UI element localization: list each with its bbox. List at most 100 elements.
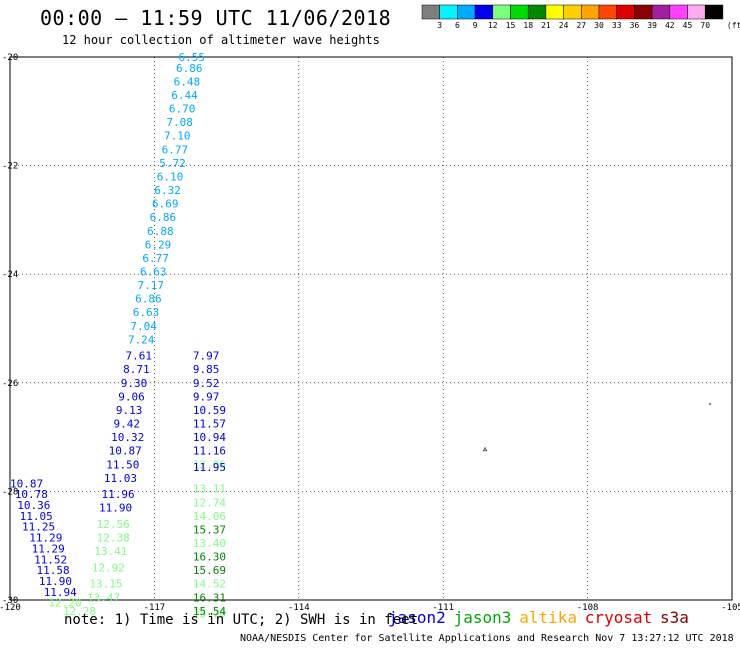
pass-time-label: 0225	[0, 0, 31, 4]
data-point-label: 10.32	[111, 431, 144, 444]
colorbar-swatch	[439, 4, 458, 20]
colorbar-level-label: 18	[523, 21, 533, 30]
data-point-label: 11.57	[193, 418, 226, 431]
data-point-label: 10.78	[15, 488, 48, 501]
colorbar-level-label: 24	[559, 21, 569, 30]
data-point-label: 11.94	[44, 586, 77, 599]
map-annotation: ▵	[482, 442, 489, 455]
data-point-label: 14.06	[193, 510, 226, 523]
data-point-label: 13.15	[89, 578, 122, 591]
colorbar-swatch	[510, 4, 529, 20]
pass-time-label: 0130	[0, 0, 31, 4]
pass-time-label: 0617	[0, 0, 31, 4]
data-point-label: 9.30	[121, 377, 148, 390]
colorbar-level-label: 39	[647, 21, 657, 30]
data-point-label: 6.55	[178, 51, 205, 64]
data-point-label: 6.29	[145, 238, 172, 251]
colorbar-swatch	[598, 4, 617, 20]
legend-entry: altika	[519, 608, 577, 627]
legend-entry: s3a	[660, 608, 689, 627]
colorbar-level-label: 15	[506, 21, 516, 30]
data-point-label: 12.38	[97, 532, 130, 545]
data-point-label: 9.13	[116, 404, 143, 417]
data-point-label: 11.25	[22, 521, 55, 534]
data-point-label: 15.69	[193, 564, 226, 577]
y-tick-label: -26	[2, 379, 18, 389]
colorbar-level-label: 30	[594, 21, 604, 30]
colorbar-swatch	[527, 4, 547, 20]
legend-entry: jason3	[454, 608, 512, 627]
colorbar-level-label: 12	[488, 21, 498, 30]
data-point-label: 6.63	[133, 306, 160, 319]
data-point-label: 12.20	[49, 597, 82, 610]
legend-entry: cryosat	[585, 608, 652, 627]
data-point-label: 11.90	[39, 575, 72, 588]
pass-time-label: 0349	[0, 0, 31, 4]
pass-time-label: 0350	[0, 0, 31, 4]
data-point-label: 16.30	[193, 551, 226, 564]
data-point-label: 12.74	[193, 496, 226, 509]
data-point-label: 11.96	[101, 488, 134, 501]
pass-time-label: 0548	[0, 0, 31, 4]
data-point-label: 11.16	[193, 445, 226, 458]
colorbar-level-label: 3	[437, 21, 442, 30]
data-point-label: 8.71	[123, 363, 150, 376]
plot-frame	[9, 56, 733, 601]
data-point-label: 11.52	[34, 553, 67, 566]
colorbar-level-label: 6	[455, 21, 460, 30]
data-point-label: 11.58	[36, 564, 69, 577]
data-point-label: 12.92	[92, 561, 125, 574]
map-dot	[709, 403, 711, 405]
data-point-label: 15.70	[193, 608, 226, 621]
data-point-label: 9.85	[193, 363, 220, 376]
footer-note: note: 1) Time is in UTC; 2) SWH is in fe…	[64, 612, 419, 628]
colorbar-level-label: 36	[630, 21, 640, 30]
y-tick-label: -24	[2, 270, 18, 280]
data-point-label: 14.52	[193, 578, 226, 591]
data-point-label: 6.32	[154, 184, 181, 197]
data-point-label: 12.06	[193, 458, 226, 471]
data-point-label: 12.56	[97, 518, 130, 531]
colorbar-unit: (ft)	[727, 21, 740, 30]
data-point-label: 13.47	[87, 591, 120, 604]
data-point-label: 9.42	[113, 418, 140, 431]
y-tick-label: -28	[2, 487, 18, 497]
footer-credit: NOAA/NESDIS Center for Satellite Applica…	[240, 633, 734, 644]
data-point-label: 6.44	[171, 89, 198, 102]
data-point-label: 7.61	[126, 350, 152, 363]
colorbar-swatch	[651, 4, 671, 20]
x-tick-label: -117	[144, 603, 166, 613]
data-point-label: 6.77	[162, 143, 189, 156]
x-tick-label: -108	[577, 603, 599, 613]
data-point-label: 6.77	[142, 252, 169, 265]
y-tick-label: -30	[2, 596, 18, 606]
colorbar-level-label: 9	[473, 21, 478, 30]
data-point-label: 10.87	[10, 477, 43, 490]
data-point-label: 13.41	[94, 545, 127, 558]
data-point-label: 9.97	[193, 390, 220, 403]
data-point-label: 6.10	[157, 170, 184, 183]
x-tick-label: -111	[432, 603, 454, 613]
colorbar-level-label: 33	[612, 21, 622, 30]
y-tick-label: -22	[2, 162, 18, 172]
data-point-label: 11.90	[99, 502, 132, 515]
data-point-label: 6.86	[176, 62, 203, 75]
colorbar-swatch	[687, 4, 706, 20]
data-point-label: 7.10	[164, 130, 191, 143]
pass-time-label: 0618	[0, 0, 31, 4]
legend-entry: jason2	[388, 608, 446, 627]
data-point-label: 16.31	[193, 591, 226, 604]
colorbar-level-label: 27	[576, 21, 586, 30]
data-point-label: 11.05	[20, 510, 53, 523]
x-tick-label: -105	[721, 603, 740, 613]
data-point-label: 10.59	[193, 404, 226, 417]
data-point-label: 6.86	[150, 211, 177, 224]
data-point-label: 10.94	[193, 431, 226, 444]
data-point-label: 6.70	[169, 103, 196, 116]
data-point-label: 6.86	[135, 293, 162, 306]
colorbar-level-label: 42	[665, 21, 675, 30]
data-point-label: 15.37	[193, 523, 226, 536]
colorbar-level-label: 70	[700, 21, 710, 30]
data-point-label: 11.95	[193, 461, 226, 474]
